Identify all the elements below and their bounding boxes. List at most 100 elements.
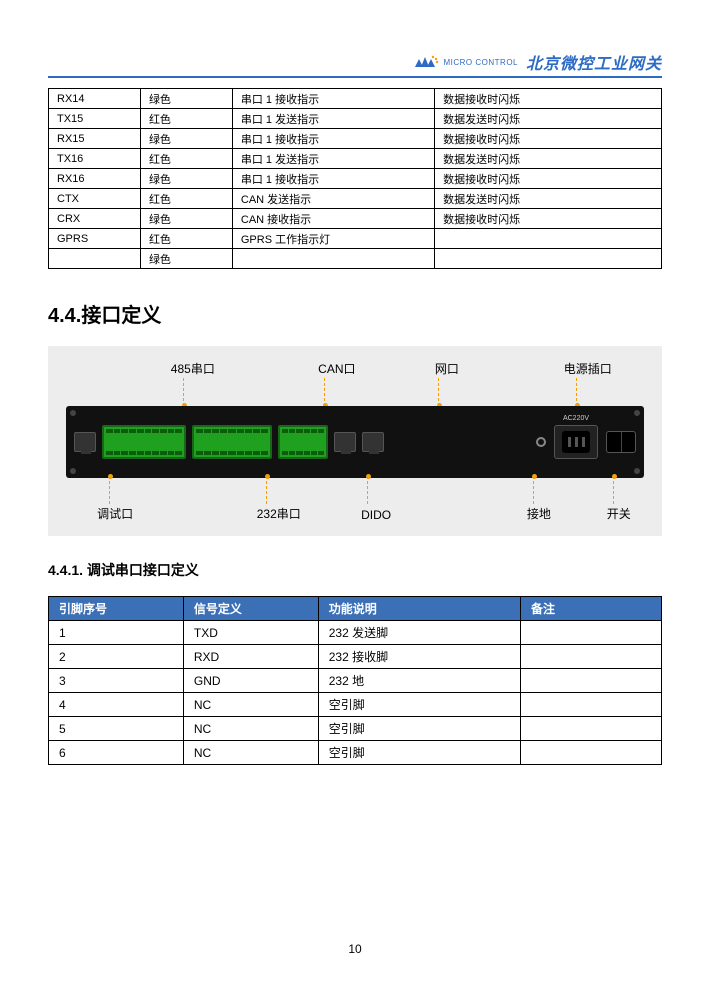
led-table-cell: CTX <box>49 189 141 209</box>
leader-line <box>266 476 267 504</box>
led-table-cell: 数据接收时闪烁 <box>435 209 662 229</box>
diagram-label-top: 电源插口 <box>564 360 612 377</box>
led-table-cell: 串口 1 发送指示 <box>232 149 434 169</box>
pin-table-header: 功能说明 <box>318 597 520 621</box>
pin-table-header: 备注 <box>521 597 662 621</box>
led-table-cell: CRX <box>49 209 141 229</box>
debug-port-icon <box>74 432 96 452</box>
led-table-cell <box>232 249 434 269</box>
led-table-row: TX16红色串口 1 发送指示数据发送时闪烁 <box>49 149 662 169</box>
pin-table-row: 1TXD232 发送脚 <box>49 621 662 645</box>
pin-table-cell: 空引脚 <box>318 693 520 717</box>
led-table-cell: TX16 <box>49 149 141 169</box>
led-table-row: 绿色 <box>49 249 662 269</box>
led-table-row: GPRS红色GPRS 工作指示灯 <box>49 229 662 249</box>
brand-text-cn: 北京微控工业网关 <box>526 50 662 74</box>
pin-table-cell: TXD <box>183 621 318 645</box>
led-table-cell: RX16 <box>49 169 141 189</box>
pin-table-header: 信号定义 <box>183 597 318 621</box>
pin-table-cell: NC <box>183 741 318 765</box>
ac-voltage-label: AC220V <box>563 415 589 422</box>
leader-line <box>533 476 534 504</box>
diagram-label-bottom: DIDO <box>361 508 391 522</box>
led-table-cell: TX15 <box>49 109 141 129</box>
pin-table-cell: 4 <box>49 693 184 717</box>
brand-logo: MICRO CONTROL <box>411 53 518 72</box>
led-table-cell: 数据接收时闪烁 <box>435 89 662 109</box>
ethernet-port-icon <box>362 432 384 452</box>
ethernet-port-icon <box>334 432 356 452</box>
pin-table-cell: NC <box>183 693 318 717</box>
led-table-cell: GPRS <box>49 229 141 249</box>
led-table-cell: 红色 <box>140 229 232 249</box>
pin-table-cell: 232 接收脚 <box>318 645 520 669</box>
led-table-row: RX14绿色串口 1 接收指示数据接收时闪烁 <box>49 89 662 109</box>
ground-terminal-icon <box>536 437 546 447</box>
pin-table-cell: 1 <box>49 621 184 645</box>
led-table-cell: 数据接收时闪烁 <box>435 169 662 189</box>
power-switch-icon <box>606 431 636 453</box>
rs485-terminal-icon <box>102 425 186 459</box>
pin-table-row: 3GND232 地 <box>49 669 662 693</box>
led-table-cell <box>435 249 662 269</box>
logo-icon <box>411 53 439 72</box>
diagram-label-bottom: 调试口 <box>97 505 133 522</box>
diagram-label-top: 485串口 <box>171 360 215 377</box>
page-number: 10 <box>0 942 710 956</box>
diagram-label-bottom: 232串口 <box>257 505 301 522</box>
led-indicator-table: RX14绿色串口 1 接收指示数据接收时闪烁TX15红色串口 1 发送指示数据发… <box>48 88 662 269</box>
diagram-label-top: CAN口 <box>318 360 355 377</box>
pin-table-cell <box>521 645 662 669</box>
led-table-cell: 数据发送时闪烁 <box>435 109 662 129</box>
led-table-row: CRX绿色CAN 接收指示数据接收时闪烁 <box>49 209 662 229</box>
pin-table-cell <box>521 621 662 645</box>
pin-table-row: 4NC空引脚 <box>49 693 662 717</box>
pin-table-row: 2RXD232 接收脚 <box>49 645 662 669</box>
pin-table-cell: 2 <box>49 645 184 669</box>
led-table-cell: 串口 1 接收指示 <box>232 169 434 189</box>
brand-text-en: MICRO CONTROL <box>443 58 518 67</box>
diagram-label-bottom: 开关 <box>607 505 631 522</box>
pin-table-cell <box>521 693 662 717</box>
led-table-cell: 绿色 <box>140 209 232 229</box>
led-table-cell: 绿色 <box>140 129 232 149</box>
device-rear-panel: AC220V <box>66 406 644 478</box>
debug-pin-table: 引脚序号 信号定义 功能说明 备注 1TXD232 发送脚2RXD232 接收脚… <box>48 596 662 765</box>
pin-table-cell: 3 <box>49 669 184 693</box>
rs232-can-terminal-icon <box>192 425 272 459</box>
pin-table-row: 6NC空引脚 <box>49 741 662 765</box>
pin-table-cell: 空引脚 <box>318 741 520 765</box>
led-table-cell: CAN 接收指示 <box>232 209 434 229</box>
pin-table-cell: RXD <box>183 645 318 669</box>
pin-table-cell <box>521 669 662 693</box>
led-table-cell: 红色 <box>140 149 232 169</box>
pin-table-cell <box>521 717 662 741</box>
led-table-cell: CAN 发送指示 <box>232 189 434 209</box>
led-table-cell: 绿色 <box>140 169 232 189</box>
page-header: MICRO CONTROL 北京微控工业网关 <box>48 50 662 78</box>
pin-table-cell <box>521 741 662 765</box>
led-table-cell: RX14 <box>49 89 141 109</box>
led-table-row: CTX红色CAN 发送指示数据发送时闪烁 <box>49 189 662 209</box>
leader-line <box>183 378 184 406</box>
led-table-cell: 红色 <box>140 109 232 129</box>
led-table-cell: 数据接收时闪烁 <box>435 129 662 149</box>
led-table-cell: 串口 1 接收指示 <box>232 129 434 149</box>
pin-table-cell: 空引脚 <box>318 717 520 741</box>
led-table-cell <box>435 229 662 249</box>
diagram-label-top: 网口 <box>435 360 459 377</box>
section-heading-441: 4.4.1. 调试串口接口定义 <box>48 560 662 580</box>
pin-table-cell: GND <box>183 669 318 693</box>
diagram-label-bottom: 接地 <box>527 505 551 522</box>
section-heading-44: 4.4.接口定义 <box>48 299 662 328</box>
leader-line <box>367 476 368 504</box>
leader-line <box>613 476 614 504</box>
pin-table-cell: 232 发送脚 <box>318 621 520 645</box>
pin-table-cell: 6 <box>49 741 184 765</box>
pin-table-cell: 232 地 <box>318 669 520 693</box>
pin-table-header: 引脚序号 <box>49 597 184 621</box>
led-table-cell: 数据发送时闪烁 <box>435 189 662 209</box>
led-table-row: TX15红色串口 1 发送指示数据发送时闪烁 <box>49 109 662 129</box>
led-table-cell <box>49 249 141 269</box>
pin-table-cell: NC <box>183 717 318 741</box>
